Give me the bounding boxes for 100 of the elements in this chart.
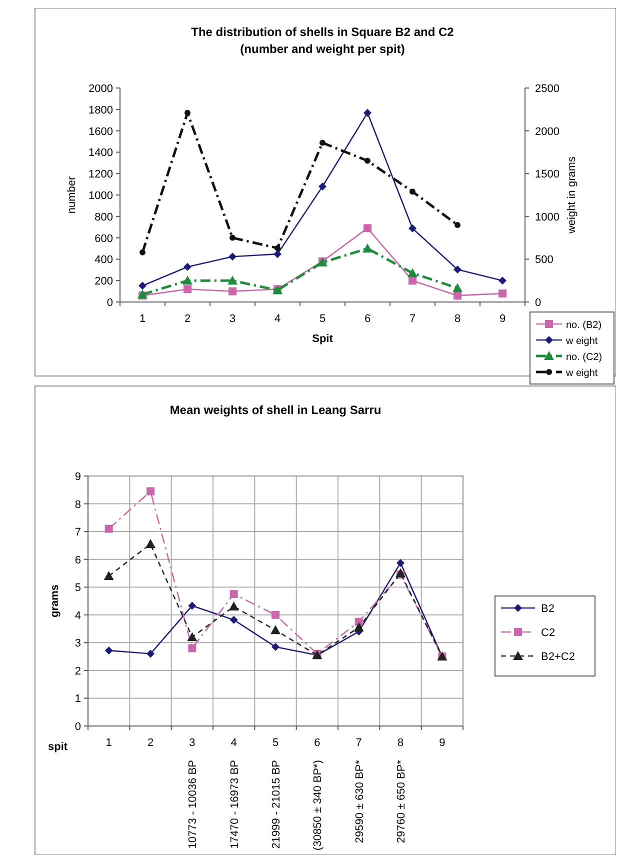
legend-label: C2	[541, 627, 556, 639]
x-axis-title: spit	[48, 741, 68, 753]
point	[230, 234, 236, 241]
x-tick-label: 5	[272, 737, 279, 749]
x-tick-label: 6	[314, 737, 320, 749]
legend-label: no. (C2)	[566, 352, 602, 363]
point	[320, 140, 326, 146]
point	[318, 182, 326, 190]
y2-tick-label: 1500	[535, 168, 560, 181]
y-axis-title: number	[66, 176, 78, 214]
point	[364, 108, 372, 117]
point	[184, 262, 192, 271]
point	[230, 616, 238, 624]
point	[274, 245, 280, 252]
y-tick-label: 2	[74, 665, 81, 678]
y-tick-label: 0	[74, 721, 81, 733]
point	[454, 292, 462, 300]
point	[410, 188, 416, 195]
y-tick-label: 2000	[88, 83, 113, 95]
point	[104, 646, 113, 654]
point	[228, 602, 239, 611]
point	[454, 265, 462, 274]
point	[362, 244, 372, 252]
point	[146, 650, 154, 658]
point	[408, 268, 418, 278]
y-tick-label: 800	[94, 211, 113, 224]
x-tick-label: 7	[356, 737, 362, 749]
y-tick-label: 7	[74, 526, 81, 539]
text: 29590 ± 630 BP*	[354, 759, 366, 844]
y-tick-label: 600	[94, 232, 113, 245]
text: 10773 - 10036 BP	[187, 760, 200, 849]
y-tick-label: 4	[74, 610, 81, 622]
point	[498, 276, 506, 285]
y-tick-label: 0	[106, 297, 113, 309]
x-tick-label: 4	[230, 737, 237, 749]
x-tick-label: 3	[189, 737, 196, 749]
x-tick-label: 2	[184, 313, 191, 325]
y-tick-label: 1400	[88, 147, 113, 160]
y-tick-label: 8	[74, 498, 81, 511]
x-tick-label: 1	[139, 313, 146, 325]
x-tick-label: 2	[147, 737, 154, 749]
x-tick-label: 4	[274, 313, 281, 325]
y-tick-label: 1000	[88, 190, 113, 202]
point	[188, 602, 196, 610]
point	[274, 250, 282, 258]
y-tick-label: 400	[94, 254, 113, 266]
point	[228, 252, 236, 261]
x-tick-label: 6	[364, 313, 371, 325]
point	[188, 644, 196, 652]
y-tick-label: 200	[94, 276, 113, 288]
text: 21999 - 21015 BP	[270, 760, 282, 849]
x-tick-label: 7	[409, 313, 416, 325]
legend-label: w eight	[565, 336, 598, 347]
point	[364, 158, 370, 164]
y2-tick-label: 2000	[535, 126, 560, 138]
point	[138, 282, 146, 290]
y2-tick-label: 2500	[535, 83, 560, 95]
y2-tick-label: 500	[535, 254, 554, 266]
y2-tick-label: 1000	[535, 211, 560, 224]
point	[498, 289, 506, 298]
chart-title: Mean weights of shell in Leang Sarru	[170, 403, 382, 417]
y2-tick-label: 0	[535, 297, 542, 309]
point	[272, 642, 280, 651]
point	[184, 285, 192, 294]
point	[270, 625, 280, 634]
y-axis-title: grams	[49, 584, 61, 618]
x-tick-label: 9	[439, 737, 446, 749]
point	[230, 590, 238, 598]
point	[104, 571, 114, 580]
y-tick-label: 1	[74, 693, 81, 706]
point	[104, 524, 113, 533]
y-tick-label: 1800	[88, 104, 113, 116]
legend-label: no. (B2)	[566, 320, 602, 331]
point	[140, 249, 146, 256]
legend-label: B2+C2	[541, 651, 575, 663]
point	[187, 632, 198, 642]
point	[354, 622, 364, 632]
x-axis-title: Spit	[312, 333, 334, 345]
point	[408, 276, 416, 285]
y2-axis-title: weight in grams	[566, 156, 578, 235]
x-tick-label: 8	[454, 313, 461, 325]
y-tick-label: 3	[74, 638, 81, 650]
y-tick-label: 1600	[88, 126, 113, 138]
y-tick-label: 1200	[88, 168, 113, 181]
x-tick-label: 5	[319, 313, 326, 325]
point	[228, 276, 238, 285]
point	[228, 287, 236, 296]
point	[396, 568, 406, 578]
legend-label: B2	[541, 603, 554, 615]
point	[182, 276, 192, 285]
x-tick-label: 9	[499, 313, 506, 325]
point	[396, 558, 404, 567]
y-tick-label: 6	[74, 554, 81, 566]
text: (30850 ± 340 BP*)	[312, 760, 324, 850]
y-tick-label: 5	[74, 582, 81, 594]
chart-title: The distribution of shells in Square B2 and C2 (number and weight per spit)	[191, 25, 454, 56]
legend-label: w eight	[565, 368, 598, 379]
point	[146, 487, 154, 496]
text: 29760 ± 650 BP*	[396, 759, 408, 844]
point	[272, 610, 280, 619]
